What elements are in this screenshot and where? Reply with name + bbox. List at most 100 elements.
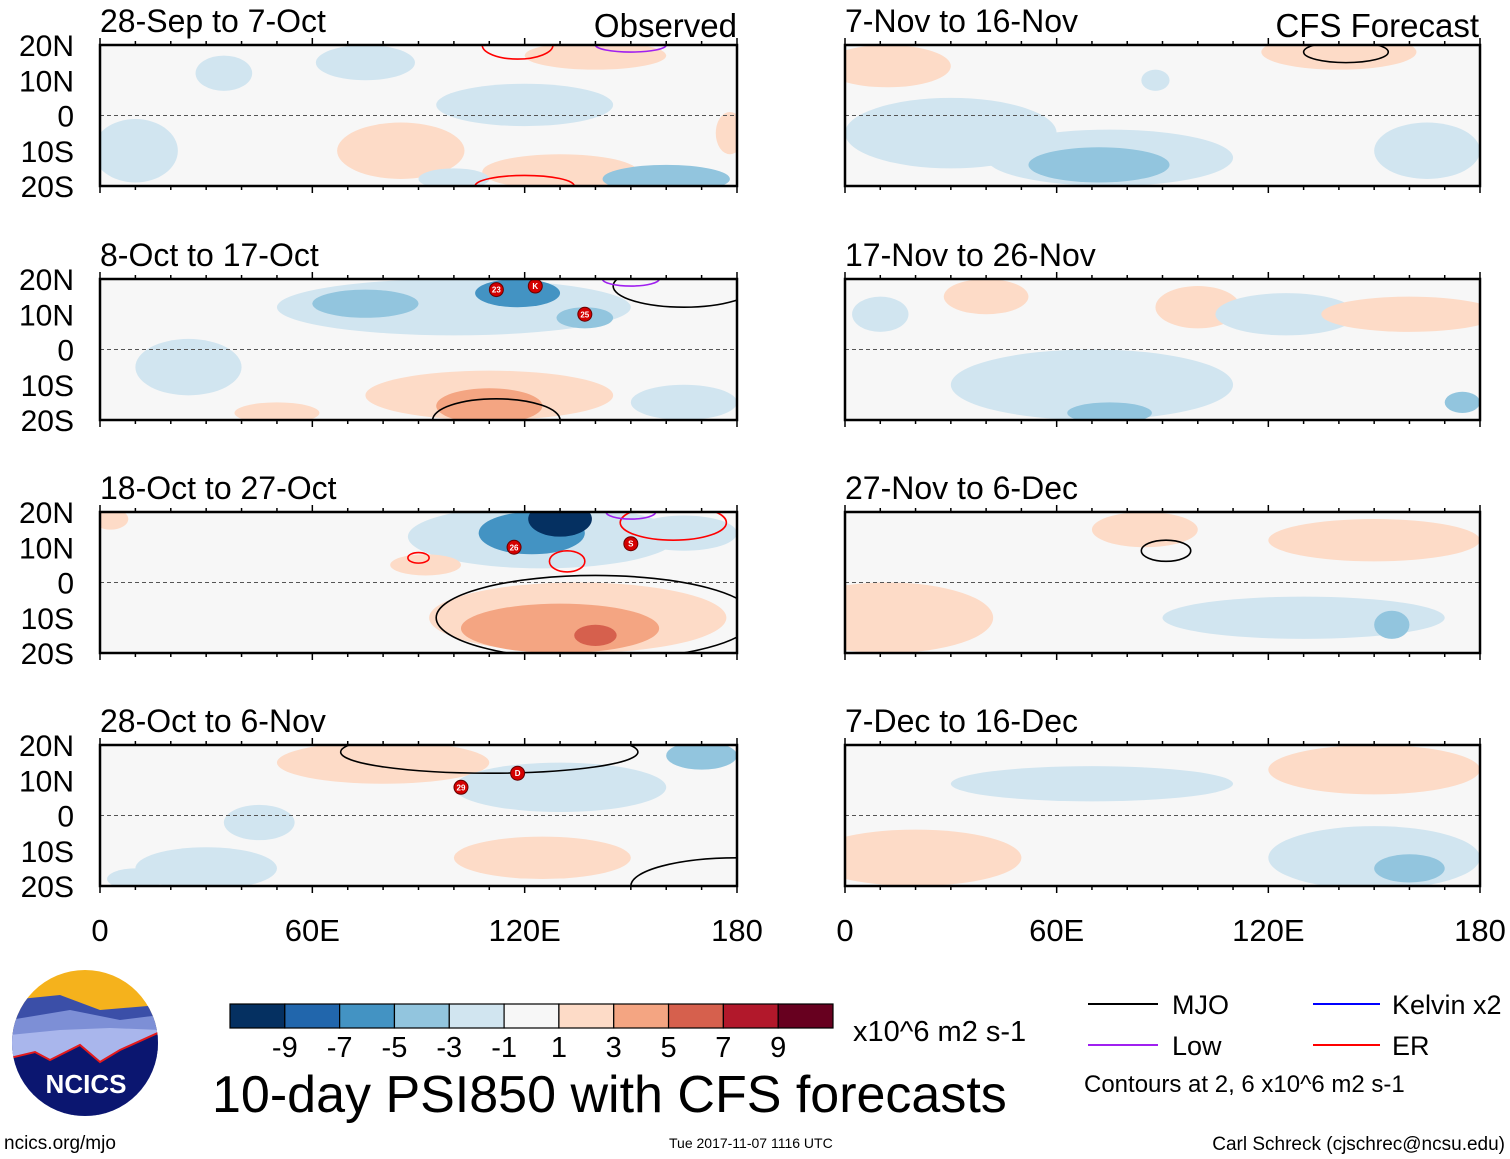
colorbar-swatch xyxy=(393,1003,450,1029)
panel-title: 27-Nov to 6-Dec xyxy=(845,470,1078,506)
map-panel: 27-Nov to 6-Dec xyxy=(843,470,1482,660)
storm-label: D xyxy=(515,769,521,778)
contour-er xyxy=(474,174,575,186)
x-tick-label: 0 xyxy=(91,913,108,948)
y-tick-label: 10S xyxy=(21,836,74,869)
anomaly-region xyxy=(436,83,614,127)
anomaly-region xyxy=(390,554,461,576)
y-tick-label: 20S xyxy=(21,405,74,438)
colorbar-swatch xyxy=(613,1003,670,1029)
map-panel: 17-Nov to 26-Nov xyxy=(843,237,1482,427)
anomaly-region xyxy=(602,164,730,186)
anomaly-region xyxy=(715,111,737,155)
colorbar: -9 -7 -5 -3 -1 1 3 5 7 9 xyxy=(229,1003,834,1064)
colorbar-swatch xyxy=(284,1003,341,1029)
panel-title: 28-Sep to 7-Oct xyxy=(100,3,326,39)
x-tick-label: 60E xyxy=(1029,913,1084,948)
storm-marker: 25 xyxy=(577,306,593,322)
y-tick-label: 20S xyxy=(21,638,74,671)
map-panel: 7-Nov to 16-Nov xyxy=(843,3,1482,193)
timestamp: Tue 2017-11-07 1116 UTC xyxy=(669,1135,833,1151)
colorbar-label: -3 xyxy=(436,1032,462,1064)
anomaly-region xyxy=(1215,293,1357,336)
logo-url[interactable]: ncics.org/mjo xyxy=(4,1133,116,1154)
anomaly-region xyxy=(1374,122,1480,179)
colorbar-label: -7 xyxy=(327,1032,353,1064)
colorbar-swatch xyxy=(503,1003,560,1029)
colorbar-label: 1 xyxy=(551,1032,567,1064)
x-axis-labels: 0 60E 120E 180 0 60E 120E 180 xyxy=(91,913,1505,948)
anomaly-region xyxy=(845,829,1022,886)
contour-mjo xyxy=(431,398,561,420)
anomaly-region xyxy=(107,868,164,886)
panel-title: 7-Dec to 16-Dec xyxy=(845,703,1078,739)
panel-title: 17-Nov to 26-Nov xyxy=(845,237,1096,273)
colorbar-swatch xyxy=(339,1003,396,1029)
anomaly-region xyxy=(436,388,543,420)
colorbar-units: x10^6 m2 s-1 xyxy=(853,1016,1026,1048)
map-panel: 7-Dec to 16-Dec xyxy=(843,703,1482,893)
anomaly-region xyxy=(1067,402,1152,420)
anomaly-region xyxy=(1374,610,1410,639)
figure-title: 10-day PSI850 with CFS forecasts xyxy=(212,1066,1007,1124)
colorbar-swatch xyxy=(229,1003,286,1029)
y-tick-label: 10S xyxy=(21,370,74,403)
colorbar-swatch xyxy=(558,1003,615,1029)
anomaly-region xyxy=(845,45,951,88)
colorbar-swatch xyxy=(722,1003,779,1029)
anomaly-region xyxy=(1268,826,1480,886)
anomaly-region xyxy=(1028,147,1170,183)
anomaly-region xyxy=(453,762,667,812)
ncics-logo: NCICS xyxy=(12,970,158,1116)
contour-mjo xyxy=(612,279,737,308)
storm-marker: K xyxy=(527,279,543,294)
anomaly-region xyxy=(1444,391,1480,413)
x-tick-label: 0 xyxy=(836,913,853,948)
x-tick-label: 120E xyxy=(488,913,560,948)
panel-title: 28-Oct to 6-Nov xyxy=(100,703,326,739)
credit: Carl Schreck (cjschrec@ncsu.edu) xyxy=(1212,1134,1505,1155)
contour-er xyxy=(548,549,586,573)
contour-er xyxy=(619,512,728,541)
anomaly-region xyxy=(315,45,415,81)
anomaly-region xyxy=(195,55,253,91)
y-tick-label: 20S xyxy=(21,171,74,204)
y-tick-label: 20N xyxy=(19,730,74,763)
storm-marker: 23 xyxy=(488,282,504,298)
anomaly-region xyxy=(135,338,242,396)
anomaly-region xyxy=(276,745,490,784)
anomaly-region xyxy=(234,402,320,420)
contour-er xyxy=(481,45,554,60)
anomaly-region xyxy=(950,766,1234,802)
storm-label: 29 xyxy=(457,783,466,792)
legend-label-low: Low xyxy=(1172,1031,1222,1061)
colorbar-label: -1 xyxy=(491,1032,517,1064)
storm-marker: 29 xyxy=(453,779,469,795)
colorbar-swatch xyxy=(448,1003,505,1029)
anomaly-region xyxy=(1321,296,1480,332)
storm-marker: D xyxy=(510,765,526,781)
anomaly-region xyxy=(475,279,561,308)
legend-label-mjo: MJO xyxy=(1172,990,1229,1020)
x-tick-label: 180 xyxy=(1454,913,1506,948)
contour-mjo xyxy=(339,745,639,774)
anomaly-region xyxy=(524,45,667,70)
anomaly-region xyxy=(574,624,617,646)
anomaly-region xyxy=(845,582,994,653)
contour-mjo xyxy=(1140,539,1192,563)
storm-marker: 26 xyxy=(506,539,522,555)
anomaly-region xyxy=(482,154,638,186)
storm-label: K xyxy=(532,282,538,291)
anomaly-region xyxy=(1374,854,1445,883)
anomaly-region xyxy=(418,168,490,186)
anomaly-region xyxy=(337,122,465,179)
colorbar-label: -5 xyxy=(382,1032,408,1064)
panel-title: 8-Oct to 17-Oct xyxy=(100,237,319,273)
x-tick-label: 60E xyxy=(285,913,340,948)
colorbar-label: -9 xyxy=(272,1032,298,1064)
anomaly-region xyxy=(1261,45,1417,70)
colorbar-label: 3 xyxy=(606,1032,622,1064)
colorbar-swatch xyxy=(667,1003,724,1029)
